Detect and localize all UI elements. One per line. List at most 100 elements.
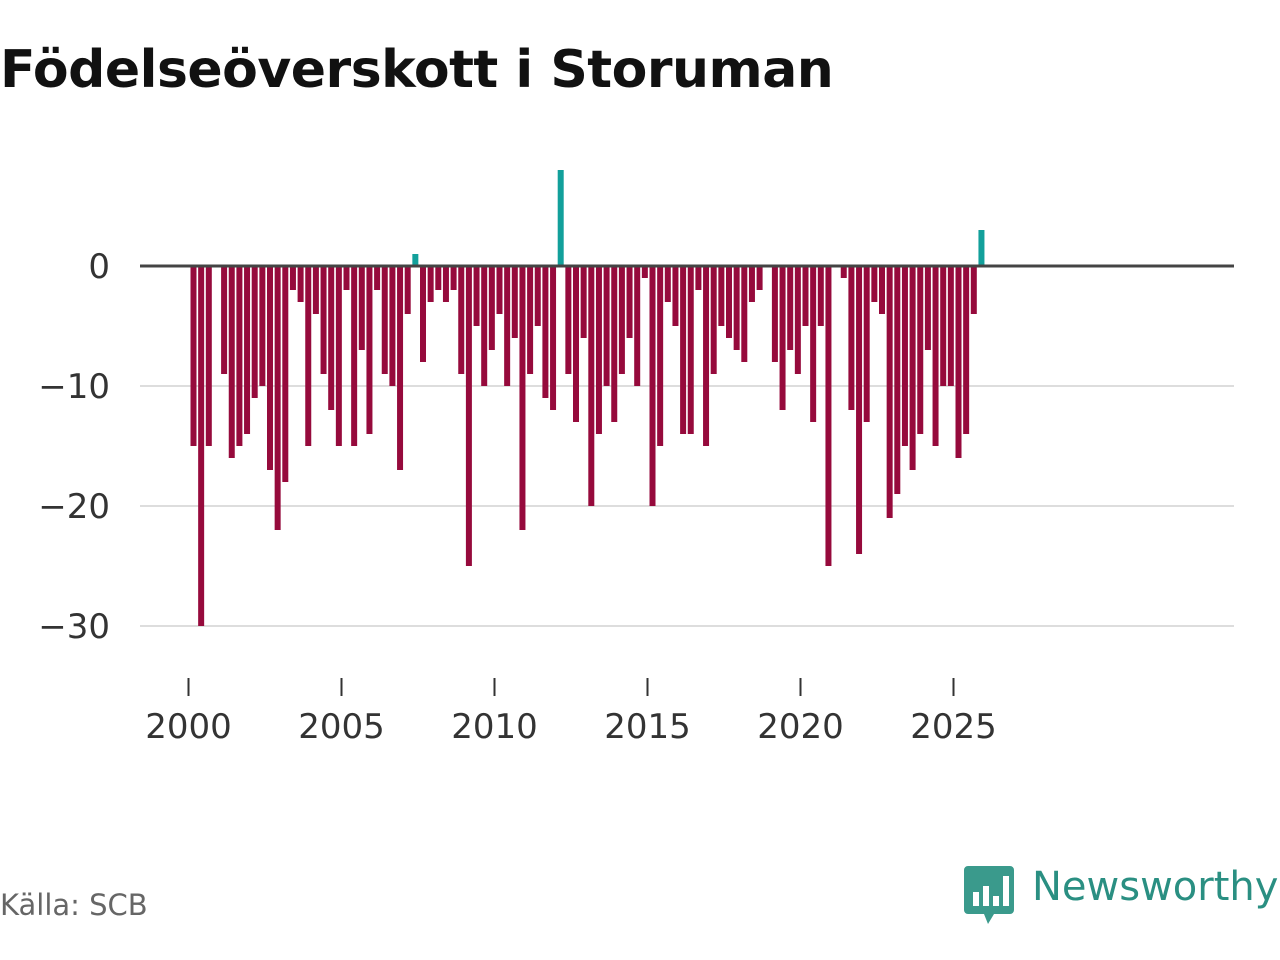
bar: 2001 Q1: -9 xyxy=(221,266,228,374)
bar: 2021 Q2: -1 xyxy=(840,266,847,278)
bar: 2007 Q4: -3 xyxy=(427,266,434,302)
bar: 2006 Q4: -17 xyxy=(397,266,404,470)
bar: 2002 Q3: -17 xyxy=(267,266,273,470)
bar: 2014 Q1: -9 xyxy=(618,266,625,374)
bar: 2023 Q2: -15 xyxy=(901,266,908,446)
bar: 2009 Q1: -25 xyxy=(465,266,472,566)
bar: 2010 Q4: -22 xyxy=(519,266,526,530)
bar: 2012 Q2: -9 xyxy=(565,266,572,374)
bar: 2001 Q3: -15 xyxy=(236,266,243,446)
y-tick-label: −10 xyxy=(38,367,110,407)
gridlines xyxy=(140,385,1234,627)
bar: 2022 Q1: -13 xyxy=(863,266,870,422)
bar: 2004 Q4: -15 xyxy=(335,266,342,446)
bar: 2013 Q1: -20 xyxy=(588,266,595,506)
bar: 2003 Q3: -3 xyxy=(297,266,304,302)
bar: 2003 Q1: -18 xyxy=(282,266,289,482)
bar: 2016 Q4: -15 xyxy=(703,266,710,446)
bar: 2004 Q2: -9 xyxy=(320,266,327,374)
bar: 2008 Q3: -2 xyxy=(450,266,457,290)
y-tick-label: 0 xyxy=(88,247,110,287)
bar: 2004 Q1: -4 xyxy=(312,266,319,314)
bar: 2002 Q1: -11 xyxy=(251,266,258,398)
bar: 2012 Q4: -6 xyxy=(580,266,587,338)
x-axis: 2000 2005 2010 2015 2020 2025 xyxy=(145,678,997,747)
bar: 2003 Q4: -15 xyxy=(305,266,312,446)
bar: 2006 Q3: -10 xyxy=(389,266,396,386)
bar: 2018 Q3: -2 xyxy=(756,266,763,290)
bar: 2011 Q3: -11 xyxy=(542,266,549,398)
bar: 2016 Q1: -14 xyxy=(680,266,687,434)
bar: 2010 Q3: -6 xyxy=(511,266,518,338)
bar: 2021 Q3: -12 xyxy=(848,266,855,410)
bar: 2014 Q4: -1 xyxy=(641,266,648,278)
bar: 2023 Q1: -19 xyxy=(894,266,901,494)
bar: 2020 Q2: -13 xyxy=(810,266,817,422)
bar: 2015 Q1: -20 xyxy=(649,266,656,506)
bar: 2007 Q3: -8 xyxy=(420,266,426,362)
bar: 2014 Q3: -10 xyxy=(634,266,641,386)
bar: 2004 Q3: -12 xyxy=(328,266,335,410)
bar: 2018 Q1: -8 xyxy=(741,266,748,362)
bar: 2017 Q1: -9 xyxy=(710,266,717,374)
bar: 2018 Q2: -3 xyxy=(748,266,755,302)
y-tick-label: −30 xyxy=(38,607,110,647)
bar: 2025 Q2: -14 xyxy=(963,266,970,434)
y-axis-tick-labels: 0 −10 −20 −30 xyxy=(38,247,110,647)
bar: 2005 Q1: -2 xyxy=(343,266,350,290)
bar: 2019 Q2: -12 xyxy=(779,266,786,410)
bar: 2025 Q3: -4 xyxy=(970,266,977,314)
bar: 2001 Q2: -16 xyxy=(228,266,235,458)
x-tick-label: 2015 xyxy=(604,707,691,747)
bar: 2012 Q3: -13 xyxy=(573,266,579,422)
bar: 2000 Q1: -15 xyxy=(190,266,197,446)
bar: 2022 Q2: -3 xyxy=(871,266,878,302)
chart-title: Födelseöverskott i Storuman xyxy=(0,40,834,100)
newsworthy-logo-icon xyxy=(964,866,1014,924)
bar: 2024 Q3: -10 xyxy=(940,266,947,386)
bar: 2009 Q3: -10 xyxy=(481,266,488,386)
bar: 2015 Q2: -15 xyxy=(657,266,664,446)
bar: 2024 Q2: -15 xyxy=(932,266,939,446)
bar: 2013 Q2: -14 xyxy=(595,266,602,434)
bar: 2007 Q1: -4 xyxy=(404,266,411,314)
bar: 2023 Q4: -14 xyxy=(917,266,924,434)
bar: 2010 Q1: -4 xyxy=(496,266,503,314)
bar: 2011 Q1: -9 xyxy=(527,266,534,374)
newsworthy-logo[interactable]: Newsworthy xyxy=(964,862,1279,928)
bar: 2005 Q2: -15 xyxy=(351,266,358,446)
bar: 2024 Q1: -7 xyxy=(924,266,931,350)
brand-name: Newsworthy xyxy=(1032,864,1279,910)
bar: 2016 Q2: -14 xyxy=(687,266,694,434)
bar: 2003 Q2: -2 xyxy=(289,266,296,290)
bar: 2016 Q3: -2 xyxy=(695,266,702,290)
bar: 2013 Q4: -13 xyxy=(611,266,618,422)
x-tick-label: 2020 xyxy=(757,707,844,747)
bar: 2022 Q3: -4 xyxy=(879,266,885,314)
bar: 2000 Q2: -30 xyxy=(198,266,205,626)
bar: 2002 Q2: -10 xyxy=(259,266,266,386)
x-tick-label: 2010 xyxy=(451,707,538,747)
bar: 2017 Q2: -5 xyxy=(718,266,725,326)
bar: 2015 Q4: -5 xyxy=(672,266,679,326)
bar: 2022 Q4: -21 xyxy=(886,266,893,518)
bar: 2000 Q3: -15 xyxy=(205,266,212,446)
bar: 2017 Q4: -7 xyxy=(733,266,740,350)
source-note: Källa: SCB xyxy=(0,888,148,922)
bar: 2001 Q4: -14 xyxy=(244,266,251,434)
bar: 2015 Q3: -3 xyxy=(664,266,671,302)
bar: 2020 Q4: -25 xyxy=(825,266,832,566)
bar: 2006 Q1: -2 xyxy=(374,266,381,290)
bar: 2005 Q4: -14 xyxy=(366,266,373,434)
bar: 2013 Q3: -10 xyxy=(603,266,610,386)
bar-chart: 0 −10 −20 −30 2000 Q1: -152000 Q2: -302000 … xyxy=(38,170,1234,747)
bar: 2024 Q4: -10 xyxy=(947,266,954,386)
bar: 2011 Q2: -5 xyxy=(534,266,541,326)
bar: 2020 Q1: -5 xyxy=(802,266,809,326)
bar: 2025 Q4: 3 xyxy=(978,230,985,266)
bar: 2019 Q4: -9 xyxy=(794,266,801,374)
bar: 2019 Q3: -7 xyxy=(787,266,794,350)
bar: 2002 Q4: -22 xyxy=(274,266,281,530)
bar: 2006 Q2: -9 xyxy=(381,266,388,374)
